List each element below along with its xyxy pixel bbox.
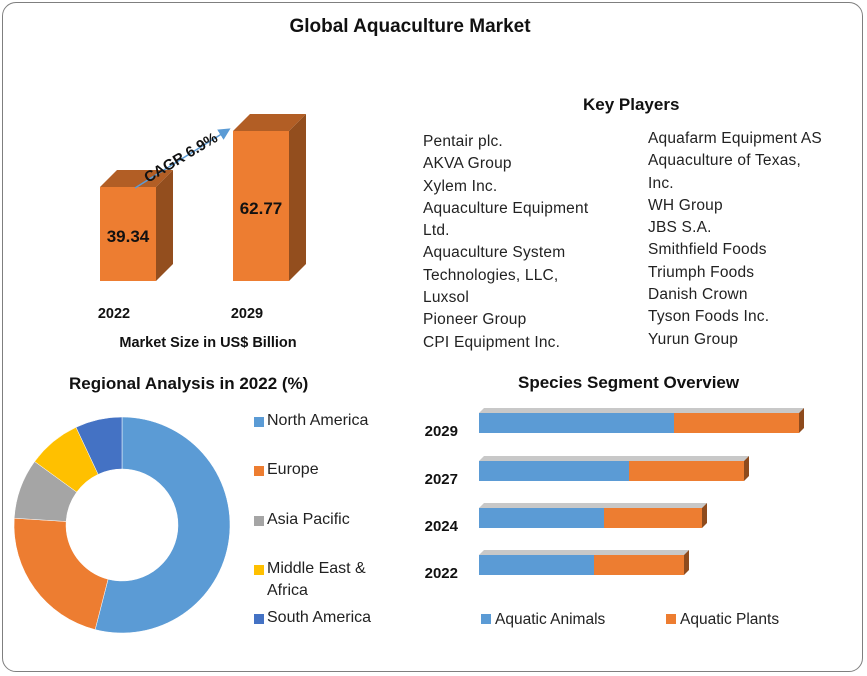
key-player-item: Yurun Group <box>648 330 739 348</box>
key-player-item: Aquaculture System <box>423 244 566 262</box>
species-bar-2022-aquatic-plants <box>594 555 684 575</box>
legend-middle-east-line2: Africa <box>267 582 308 599</box>
donut-slice-north-america <box>94 416 231 634</box>
market-bar-value-label: 62.77 <box>240 199 283 218</box>
cagr-arrow <box>134 128 231 189</box>
market-bar-top <box>100 169 173 187</box>
species-bar-side <box>684 550 689 575</box>
legend-swatch-middle-east-africa <box>254 565 264 575</box>
species-bar-side <box>702 503 707 528</box>
species-year-label: 2029 <box>425 423 458 440</box>
legend-swatch-aquatic-plants <box>666 614 676 624</box>
key-player-item: Aquaculture of Texas, <box>648 152 801 170</box>
species-bar-side <box>799 408 804 433</box>
species-title: Species Segment Overview <box>518 373 740 392</box>
market-bar-2029 <box>233 131 289 281</box>
market-year-label: 2022 <box>98 306 130 322</box>
key-player-item: Smithfield Foods <box>648 241 767 259</box>
species-stacked-bar-chart: 2029 2027 2024 2022 Aquatic Animals Aquatic… <box>425 408 804 628</box>
page-title: Global Aquaculture Market <box>289 16 531 37</box>
species-bar-2029-aquatic-plants <box>674 413 799 433</box>
key-player-item: Triumph Foods <box>648 263 755 281</box>
species-year-label: 2022 <box>425 565 458 582</box>
species-bar-2024-aquatic-animals <box>479 508 604 528</box>
legend-swatch-north-america <box>254 417 264 427</box>
species-bar-2027-aquatic-plants <box>629 461 744 481</box>
market-size-caption: Market Size in US$ Billion <box>119 335 296 351</box>
key-player-item: AKVA Group <box>423 155 512 173</box>
market-bar-side <box>289 114 306 281</box>
species-bar-2022-aquatic-animals <box>479 555 594 575</box>
regional-title: Regional Analysis in 2022 (%) <box>69 374 309 393</box>
legend-middle-east-line1: Middle East & <box>267 560 366 577</box>
market-bar-value-label: 39.34 <box>107 227 150 246</box>
key-players-right-list: Aquafarm Equipment AS Aquaculture of Texa… <box>648 128 822 351</box>
key-player-item: Aquaculture Equipment <box>423 199 589 217</box>
regional-donut-chart <box>13 416 231 634</box>
key-player-item: Danish Crown <box>648 286 748 304</box>
market-bar-2022 <box>100 186 156 281</box>
legend-aquatic-plants: Aquatic Plants <box>680 611 779 628</box>
key-player-item: CPI Equipment Inc. <box>423 333 561 351</box>
market-bar-top <box>233 114 306 131</box>
species-bar-2027-aquatic-animals <box>479 461 629 481</box>
key-player-item: Aquafarm Equipment AS <box>648 130 822 147</box>
cagr-label: CAGR 6.9% <box>141 129 220 186</box>
market-bar-side <box>156 169 173 281</box>
legend-swatch-europe <box>254 466 264 476</box>
regional-legend: North America Europe Asia Pacific Middle… <box>250 410 400 640</box>
species-bar-side <box>744 456 749 481</box>
legend-north-america: North America <box>267 412 369 429</box>
legend-swatch-south-america <box>254 614 264 624</box>
key-player-item: Tyson Foods Inc. <box>648 308 770 326</box>
species-bar-2024-aquatic-plants <box>604 508 702 528</box>
legend-europe: Europe <box>267 461 319 478</box>
key-players-title: Key Players <box>583 95 680 114</box>
species-bar-top <box>479 503 707 508</box>
key-player-item: Xylem Inc. <box>423 177 498 195</box>
species-bar-top <box>479 408 804 413</box>
species-bar-top <box>479 550 689 555</box>
legend-swatch-aquatic-animals <box>481 614 491 624</box>
key-player-item: Technologies, LLC, <box>423 266 559 284</box>
legend-swatch-asia-pacific <box>254 516 264 526</box>
market-size-chart: 39.34 2022 62.77 2029 CAGR 6.9% Market Size… <box>98 114 306 351</box>
key-player-item: Pentair plc. <box>423 133 503 150</box>
donut-slice-south-america <box>75 416 123 475</box>
market-year-label: 2029 <box>231 306 263 322</box>
donut-slice-europe <box>13 517 109 630</box>
key-player-item: WH Group <box>648 196 723 214</box>
key-player-item: Luxsol <box>423 289 470 307</box>
legend-south-america: South America <box>267 609 372 626</box>
key-player-item: JBS S.A. <box>648 219 712 237</box>
species-year-label: 2024 <box>425 518 459 535</box>
species-bar-2029-aquatic-animals <box>479 413 674 433</box>
key-player-item: Pioneer Group <box>423 311 527 329</box>
species-bar-top <box>479 456 749 461</box>
legend-aquatic-animals: Aquatic Animals <box>495 611 606 628</box>
key-player-item: Ltd. <box>423 222 450 240</box>
species-year-label: 2027 <box>425 471 458 488</box>
key-players-left-list: Pentair plc. AKVA Group Xylem Inc. Aquacult… <box>423 131 588 354</box>
key-player-item: Inc. <box>648 174 674 192</box>
legend-asia-pacific: Asia Pacific <box>267 511 350 528</box>
